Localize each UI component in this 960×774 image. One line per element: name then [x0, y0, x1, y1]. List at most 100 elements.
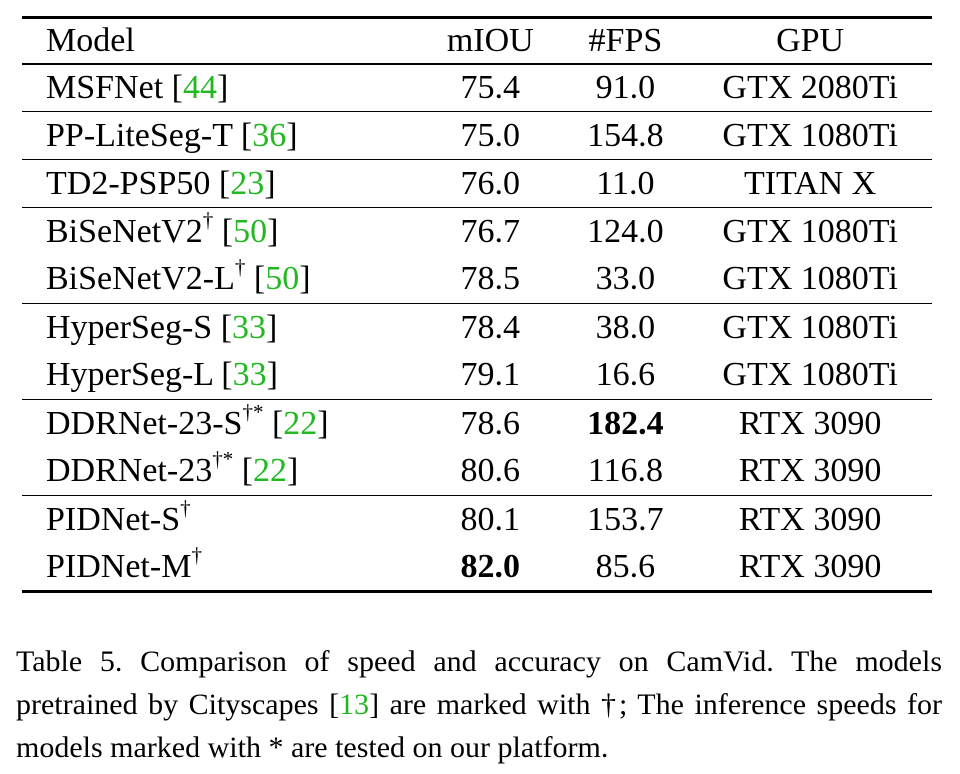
cell-gpu: GTX 1080Ti	[688, 303, 932, 352]
citation-link[interactable]: 22	[253, 452, 288, 490]
citation-close-bracket: ]	[267, 212, 279, 250]
cell-miou: 75.0	[417, 111, 563, 160]
cell-miou: 78.5	[460, 260, 521, 298]
citation-close-bracket: ]	[317, 404, 329, 442]
cell-gpu: GTX 1080Ti	[722, 260, 898, 298]
citation-link[interactable]: 33	[232, 356, 267, 394]
cell-fps: 85.6	[562, 543, 689, 593]
header-row: Model mIOU #FPS GPU	[22, 16, 932, 65]
cell-model: PIDNet-S†	[22, 495, 418, 544]
citation-close-bracket: ]	[299, 260, 311, 298]
model-footnote-mark: †	[180, 495, 191, 520]
cell-model: DDRNet-23-S†* [22]	[22, 399, 418, 448]
citation-open-bracket: [	[212, 308, 233, 346]
header-fps: #FPS	[562, 16, 689, 65]
cell-fps: 91.0	[562, 63, 689, 112]
citation-open-bracket: [	[163, 68, 183, 106]
caption-text-end: ] are marked with †; The inference speed…	[16, 688, 942, 764]
cell-fps: 116.8	[587, 452, 664, 490]
citation-open-bracket: [	[245, 260, 266, 298]
model-footnote-mark: †*	[212, 447, 234, 472]
table-row: HyperSeg-S [33] 78.4 38.0 GTX 1080Ti	[22, 303, 932, 352]
cell-gpu: RTX 3090	[738, 452, 882, 490]
model-name: DDRNet-23	[46, 452, 213, 490]
cell-model: MSFNet [44]	[22, 63, 418, 112]
citation-open-bracket: [	[232, 116, 253, 154]
cell-gpu: GTX 1080Ti	[688, 207, 932, 256]
table-body: MSFNet [44] 75.4 91.0 GTX 2080Ti PP-LiteSeg-…	[22, 63, 932, 593]
header-gpu: GPU	[688, 16, 932, 65]
cell-fps: 182.4	[562, 399, 689, 448]
model-footnote-mark: †	[202, 207, 214, 232]
citation-link[interactable]: 33	[232, 308, 267, 346]
citation-close-bracket: ]	[266, 356, 278, 394]
header-model: Model	[22, 16, 418, 65]
citation-open-bracket: [	[213, 212, 234, 250]
cell-model: PIDNet-M†	[22, 542, 418, 593]
cell-model: DDRNet-23†* [22]	[22, 448, 418, 496]
citation-link[interactable]: 23	[230, 164, 265, 202]
citation-open-bracket: [	[210, 164, 231, 202]
cell-fps: 33.0	[595, 260, 656, 298]
cell-miou: 79.1	[460, 356, 521, 394]
table-row: PIDNet-S† 80.1 153.7 RTX 3090	[22, 495, 932, 544]
cell-gpu: RTX 3090	[688, 495, 932, 544]
caption-text-start: Table 5. Comparison of speed and accurac…	[16, 645, 942, 721]
table-row: MSFNet [44] 75.4 91.0 GTX 2080Ti	[22, 63, 932, 112]
table-row: DDRNet-23-S†* [22] 78.6 182.4 RTX 3090	[22, 399, 932, 448]
comparison-table: Model mIOU #FPS GPU MSFNet [44] 75.4 91.0 G…	[22, 16, 932, 593]
cell-gpu: GTX 2080Ti	[688, 63, 932, 112]
cell-fps: 124.0	[562, 207, 689, 256]
model-name: DDRNet-23-S	[46, 404, 243, 442]
cell-gpu: GTX 1080Ti	[688, 111, 932, 160]
model-footnote-mark: †*	[242, 399, 264, 424]
cell-gpu: TITAN X	[688, 159, 932, 208]
cell-miou: 82.0	[417, 543, 563, 593]
model-name: PIDNet-S	[46, 500, 181, 538]
citation-link[interactable]: 44	[182, 68, 217, 106]
model-name: BiSeNetV2-L	[46, 260, 235, 298]
model-footnote-mark: †	[191, 542, 202, 567]
cell-model: TD2-PSP50 [23]	[22, 159, 418, 208]
citation-open-bracket: [	[212, 356, 233, 394]
table-row: PP-LiteSeg-T [36] 75.0 154.8 GTX 1080Ti	[22, 111, 932, 160]
citation-link[interactable]: 36	[252, 116, 287, 154]
table-row: PIDNet-M† 82.0 85.6 RTX 3090	[22, 542, 932, 593]
cell-fps: 38.0	[562, 303, 689, 352]
table-row: BiSeNetV2† [50] 76.7 124.0 GTX 1080Ti	[22, 207, 932, 256]
table-row: TD2-PSP50 [23] 76.0 11.0 TITAN X	[22, 159, 932, 208]
model-name: PIDNet-M	[46, 547, 192, 585]
model-name: TD2-PSP50	[46, 164, 211, 202]
citation-close-bracket: ]	[286, 116, 298, 154]
comparison-table-container: Model mIOU #FPS GPU MSFNet [44] 75.4 91.0 G…	[22, 16, 932, 593]
model-name: HyperSeg-L	[46, 356, 213, 394]
citation-close-bracket: ]	[264, 164, 276, 202]
model-footnote-mark: †	[234, 255, 246, 280]
model-name: MSFNet	[46, 68, 164, 106]
table-row: BiSeNetV2-L† [50] 78.5 33.0 GTX 1080Ti	[22, 256, 932, 304]
cell-fps: 16.6	[595, 356, 656, 394]
citation-link[interactable]: 50	[265, 260, 300, 298]
cell-model: PP-LiteSeg-T [36]	[22, 111, 418, 160]
cell-model: BiSeNetV2-L† [50]	[22, 256, 418, 304]
cell-model: BiSeNetV2† [50]	[22, 207, 418, 256]
cell-gpu: GTX 1080Ti	[722, 356, 898, 394]
citation-link[interactable]: 50	[233, 212, 268, 250]
model-name: PP-LiteSeg-T	[46, 116, 233, 154]
cell-gpu: RTX 3090	[688, 399, 932, 448]
model-name: HyperSeg-S	[46, 308, 213, 346]
cell-model: HyperSeg-L [33]	[22, 352, 418, 400]
caption-citation[interactable]: 13	[339, 688, 370, 721]
table-caption: Table 5. Comparison of speed and accurac…	[16, 640, 942, 769]
model-name: BiSeNetV2	[46, 212, 203, 250]
citation-close-bracket: ]	[216, 68, 229, 106]
cell-miou: 78.6	[417, 399, 563, 448]
cell-fps: 154.8	[562, 111, 689, 160]
citation-close-bracket: ]	[266, 308, 278, 346]
cell-fps: 11.0	[562, 159, 689, 208]
citation-close-bracket: ]	[287, 452, 299, 490]
table-header: Model mIOU #FPS GPU	[22, 16, 932, 65]
citation-open-bracket: [	[233, 452, 254, 490]
cell-miou: 80.6	[460, 452, 521, 490]
citation-link[interactable]: 22	[283, 404, 318, 442]
